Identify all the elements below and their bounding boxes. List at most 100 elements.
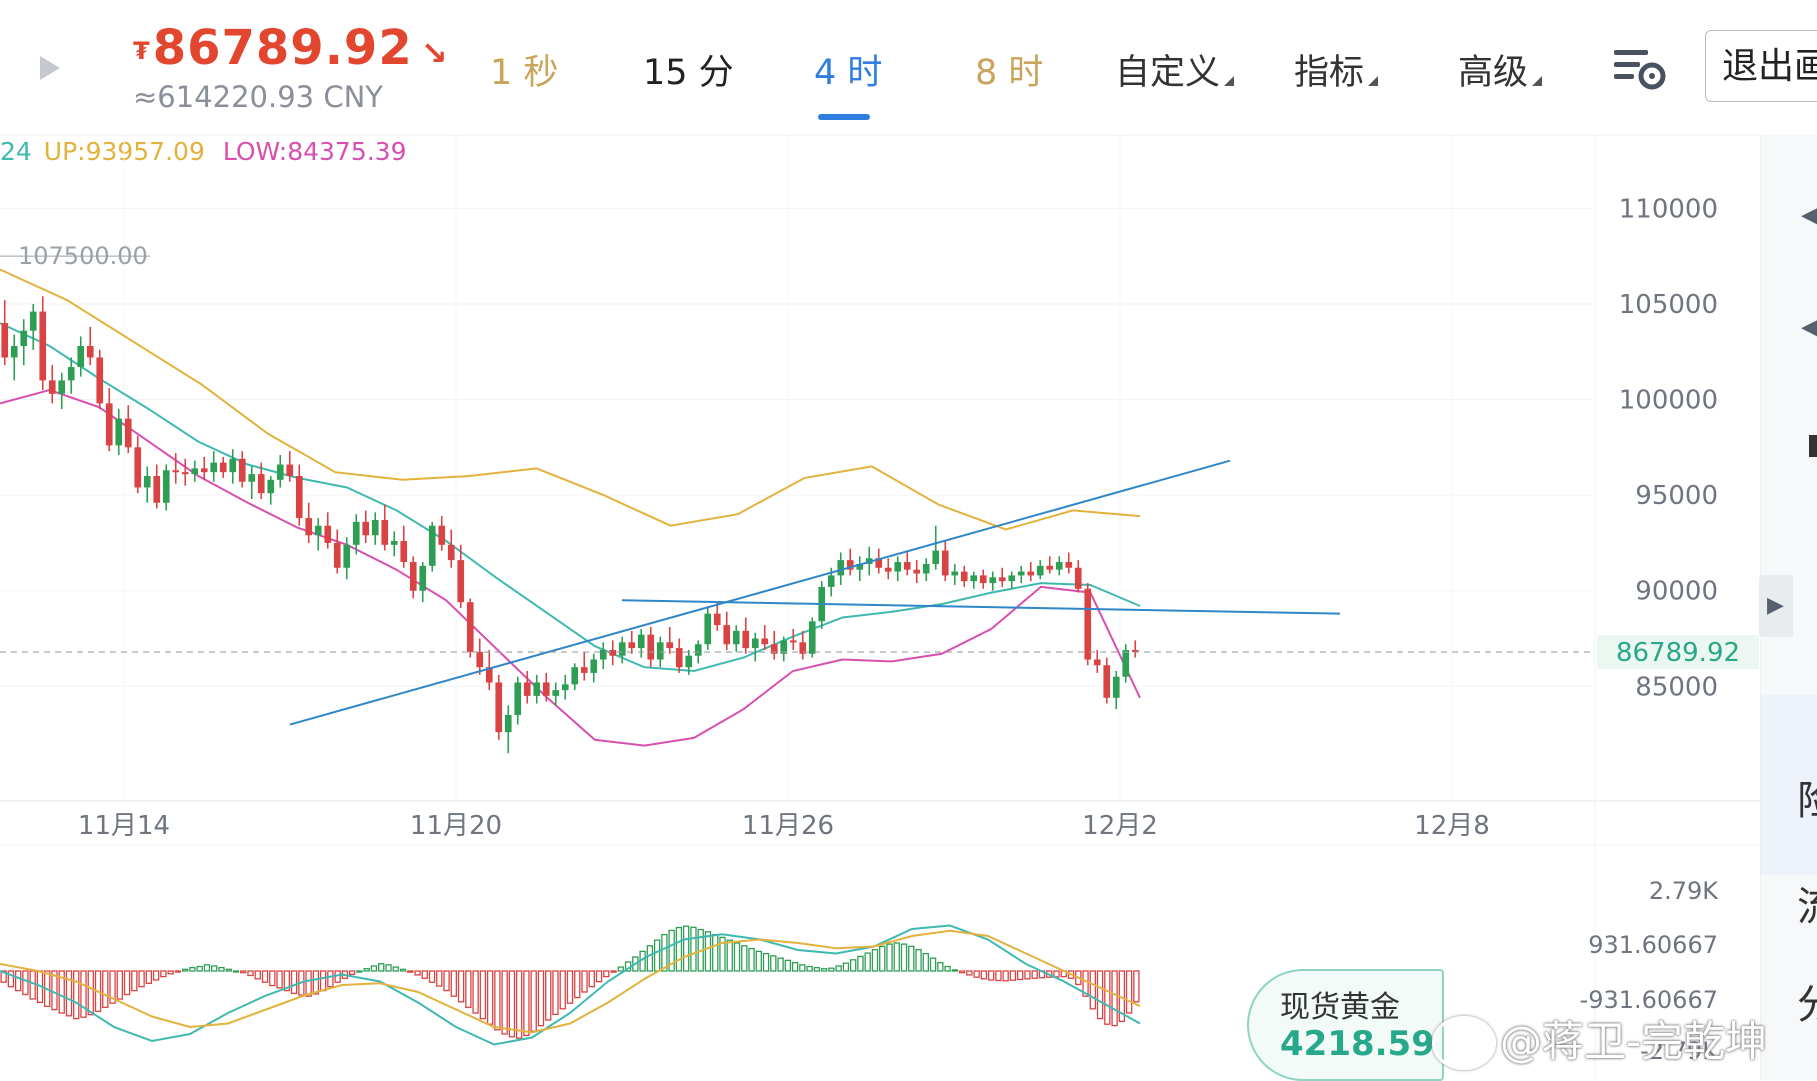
candle-body <box>666 642 674 649</box>
macd-bar <box>327 970 334 988</box>
macd-bar <box>595 970 603 983</box>
candle-body <box>1103 665 1111 698</box>
macd-bar <box>87 970 94 1016</box>
macd-bar <box>762 952 770 972</box>
macd-bar <box>508 970 516 1038</box>
candle-body <box>761 638 769 645</box>
macd-bar <box>174 970 182 973</box>
current-price: ₮86789.92 ↘ <box>133 20 449 76</box>
bollinger-upper-line <box>0 268 1141 531</box>
panel-marker <box>1809 435 1817 457</box>
chart-settings-icon[interactable] <box>1614 48 1666 90</box>
macd-bar <box>784 959 792 972</box>
candle-body <box>580 667 588 673</box>
menu-custom[interactable]: 自定义 <box>1115 44 1235 95</box>
macd-bar <box>842 962 850 972</box>
candle-body <box>39 311 47 381</box>
candle-body <box>989 577 997 584</box>
tab-15m[interactable]: 15 分 <box>643 53 734 93</box>
macd-bar <box>14 970 22 992</box>
collapse-handle[interactable]: ▶ <box>1759 575 1793 637</box>
candle-body <box>770 644 778 654</box>
chevron-left-icon[interactable]: ◀ <box>1801 315 1817 340</box>
macd-tick-label: -2.79K <box>1640 1037 1719 1065</box>
macd-bar <box>1053 970 1060 978</box>
candle-body <box>751 638 759 649</box>
macd-bar <box>777 957 784 972</box>
candle-body <box>1046 565 1054 570</box>
candle-body <box>1065 562 1073 568</box>
macd-bar <box>581 970 588 993</box>
macd-bar <box>951 969 959 972</box>
candle-body <box>390 541 398 545</box>
macd-bar <box>1016 970 1024 981</box>
macd-bar <box>189 966 196 972</box>
bollinger-middle-line <box>0 322 1141 673</box>
menu-indicators[interactable]: 指标 <box>1294 44 1379 95</box>
macd-bar <box>102 970 109 1009</box>
candle-body <box>1017 571 1025 576</box>
macd-bar <box>486 970 494 1025</box>
side-label: 分 <box>1797 972 1817 1030</box>
candle-body <box>457 560 465 603</box>
down-arrow-icon: ↘ <box>420 34 449 72</box>
macd-bar <box>181 968 189 972</box>
spot-gold-card[interactable] <box>1247 969 1444 1081</box>
candle-body <box>229 458 237 473</box>
macd-bar <box>668 929 675 972</box>
x-tick-label: 11月20 <box>410 811 502 841</box>
macd-bar <box>661 933 668 972</box>
candle-body <box>542 682 550 696</box>
macd-bar <box>857 955 864 972</box>
candle-body <box>618 642 626 656</box>
macd-bar <box>131 970 138 992</box>
tab-4h[interactable]: 4 时 <box>814 53 883 93</box>
exit-button[interactable]: 退出画 <box>1705 30 1817 102</box>
candle-body <box>827 575 835 587</box>
macd-bar <box>603 970 610 978</box>
candle-body <box>780 640 788 654</box>
bollinger-lower-line <box>0 388 1141 747</box>
macd-bar <box>203 964 211 972</box>
chevron-left-icon[interactable]: ◀ <box>1801 203 1817 228</box>
macd-bar <box>791 961 799 972</box>
macd-bar <box>835 965 842 972</box>
candle-body <box>808 621 816 654</box>
candle-body <box>875 558 883 568</box>
macd-bar <box>820 968 828 972</box>
caret-icon <box>1368 76 1379 86</box>
macd-bar <box>610 970 617 973</box>
price-value: 86789.92 <box>152 20 413 76</box>
candle-body <box>1008 575 1016 582</box>
macd-bar <box>690 926 697 972</box>
macd-bar <box>414 970 421 976</box>
macd-bar <box>574 970 581 999</box>
candle-body <box>637 634 645 649</box>
candle-body <box>1 323 9 358</box>
tab-1s[interactable]: 1 秒 <box>490 53 559 93</box>
macd-bar <box>421 970 428 979</box>
macd-bar <box>712 933 719 972</box>
x-tick-label: 12月8 <box>1414 811 1490 841</box>
candle-body <box>352 521 360 545</box>
menu-advanced[interactable]: 高级 <box>1458 44 1543 95</box>
macd-bar <box>646 945 654 972</box>
play-icon[interactable] <box>40 56 60 80</box>
candle-body <box>447 544 455 561</box>
macd-bar <box>80 970 87 1018</box>
macd-bar <box>196 965 203 972</box>
tab-8h[interactable]: 8 时 <box>975 53 1044 93</box>
candle-body <box>504 714 512 733</box>
macd-bar <box>1096 970 1104 1020</box>
macd-bar <box>399 968 407 972</box>
candle-body <box>960 571 968 582</box>
y-tick-label: 110000 <box>1619 194 1718 224</box>
candle-body <box>951 571 959 576</box>
macd-tick-label: -931.60667 <box>1580 986 1718 1014</box>
macd-bar <box>283 970 291 992</box>
candle-body <box>29 311 37 331</box>
candle-body <box>789 640 797 643</box>
macd-bar <box>211 965 218 972</box>
candle-body <box>314 525 322 536</box>
